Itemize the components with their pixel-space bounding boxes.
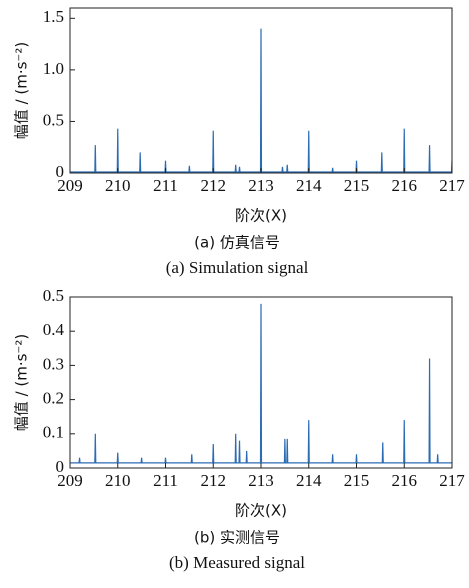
y-tick-label: 0 [56, 162, 65, 181]
caption-en: (a) Simulation signal [166, 258, 309, 277]
y-tick-label: 0.5 [43, 110, 64, 129]
caption: (a) 仿真信号 [194, 234, 280, 252]
x-tick-label: 217 [439, 471, 465, 490]
x-tick-label: 216 [392, 471, 418, 490]
y-tick-label: 0.5 [43, 286, 64, 305]
series-line [70, 28, 453, 173]
x-axis-label: 阶次(X) [235, 207, 287, 225]
x-tick-label: 217 [439, 176, 465, 195]
series-line [70, 303, 452, 464]
x-tick-label: 212 [201, 176, 227, 195]
x-tick-label: 209 [57, 176, 83, 195]
y-axis-label: 幅值 / (m·s⁻²) [13, 334, 31, 431]
y-tick-label: 0.2 [43, 389, 64, 408]
x-tick-label: 211 [153, 471, 178, 490]
y-tick-label: 0.1 [43, 423, 64, 442]
x-tick-label: 213 [248, 471, 274, 490]
y-tick-label: 0.4 [43, 320, 65, 339]
y-tick-label: 0 [56, 457, 65, 476]
x-tick-label: 213 [248, 176, 274, 195]
x-tick-label: 214 [296, 471, 322, 490]
y-tick-label: 0.3 [43, 354, 64, 373]
x-axis-label: 阶次(X) [235, 502, 287, 520]
x-tick-label: 209 [57, 471, 83, 490]
caption: (b) 实测信号 [194, 529, 280, 547]
x-tick-label: 210 [105, 176, 131, 195]
x-tick-label: 215 [344, 471, 370, 490]
x-tick-label: 210 [105, 471, 131, 490]
caption-en: (b) Measured signal [169, 553, 305, 572]
x-tick-label: 216 [392, 176, 418, 195]
x-tick-label: 214 [296, 176, 322, 195]
x-tick-label: 215 [344, 176, 370, 195]
x-tick-label: 211 [153, 176, 178, 195]
x-tick-label: 212 [201, 471, 227, 490]
y-axis-label: 幅值 / (m·s⁻²) [13, 42, 31, 139]
y-tick-label: 1.0 [43, 59, 64, 78]
y-tick-label: 1.5 [43, 7, 64, 26]
